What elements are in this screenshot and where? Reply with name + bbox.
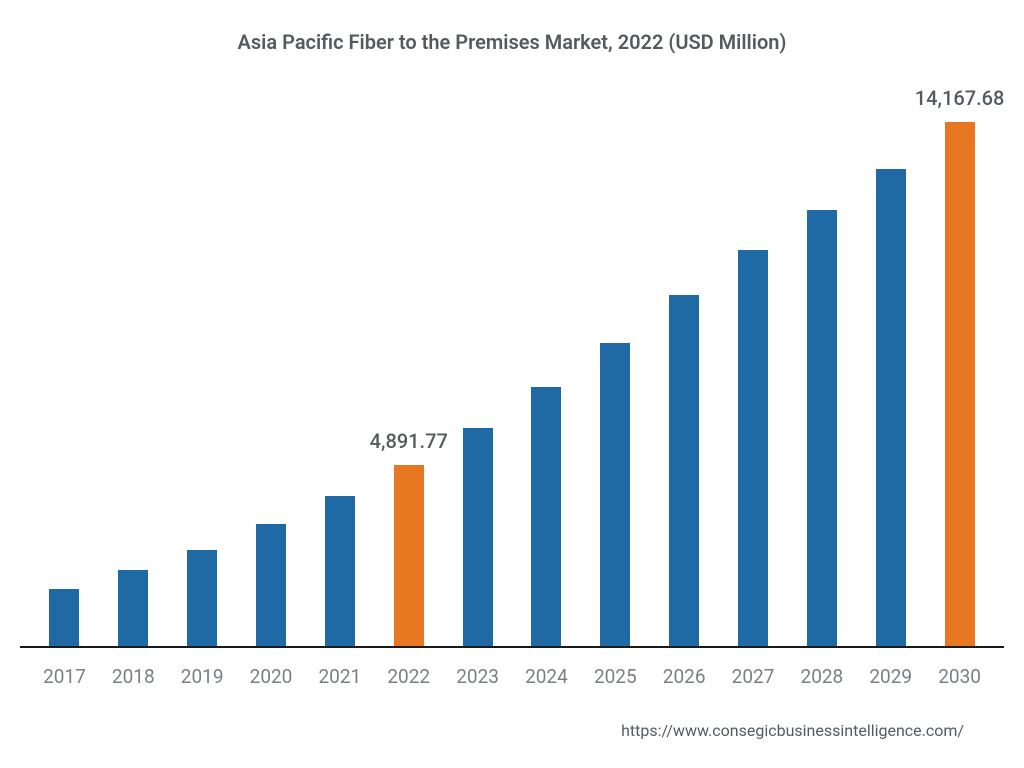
x-tick: 2027: [719, 665, 788, 688]
bar-wrap: [99, 110, 168, 646]
x-tick: 2029: [856, 665, 925, 688]
bar-wrap: [30, 110, 99, 646]
chart-title: Asia Pacific Fiber to the Premises Marke…: [0, 0, 1024, 54]
x-tick: 2030: [925, 665, 994, 688]
bar-wrap: [856, 110, 925, 646]
x-tick: 2026: [650, 665, 719, 688]
bar-2027: [738, 250, 768, 646]
data-label-2022: 4,891.77: [370, 429, 448, 453]
x-tick: 2025: [581, 665, 650, 688]
bar-wrap: [305, 110, 374, 646]
x-axis: 2017201820192020202120222023202420252026…: [20, 665, 1004, 688]
bar-2021: [325, 496, 355, 646]
data-label-2030: 14,167.68: [915, 86, 1005, 110]
bar-wrap: [719, 110, 788, 646]
x-tick: 2017: [30, 665, 99, 688]
x-tick: 2018: [99, 665, 168, 688]
chart-area: 4,891.77 14,167.68: [20, 110, 1004, 648]
bar-wrap: 14,167.68: [925, 110, 994, 646]
x-tick: 2020: [237, 665, 306, 688]
bar-2025: [600, 343, 630, 646]
x-tick: 2022: [374, 665, 443, 688]
bar-2024: [531, 387, 561, 646]
bar-2023: [463, 428, 493, 646]
bar-wrap: [787, 110, 856, 646]
x-tick: 2019: [168, 665, 237, 688]
bar-wrap: [237, 110, 306, 646]
bar-2030: [945, 122, 975, 646]
x-tick: 2021: [305, 665, 374, 688]
bar-wrap: 4,891.77: [374, 110, 443, 646]
bar-2019: [187, 550, 217, 646]
bar-2020: [256, 524, 286, 646]
x-tick: 2023: [443, 665, 512, 688]
bar-wrap: [581, 110, 650, 646]
bar-2029: [876, 169, 906, 646]
bar-wrap: [650, 110, 719, 646]
bar-wrap: [443, 110, 512, 646]
bar-2018: [118, 570, 148, 646]
bar-2022: [394, 465, 424, 646]
bar-wrap: [512, 110, 581, 646]
source-link: https://www.consegicbusinessintelligence…: [621, 721, 964, 740]
bar-2028: [807, 210, 837, 646]
x-tick: 2024: [512, 665, 581, 688]
bar-2026: [669, 295, 699, 646]
bars-container: 4,891.77 14,167.68: [20, 110, 1004, 646]
x-tick: 2028: [787, 665, 856, 688]
bar-wrap: [168, 110, 237, 646]
bar-2017: [49, 589, 79, 646]
